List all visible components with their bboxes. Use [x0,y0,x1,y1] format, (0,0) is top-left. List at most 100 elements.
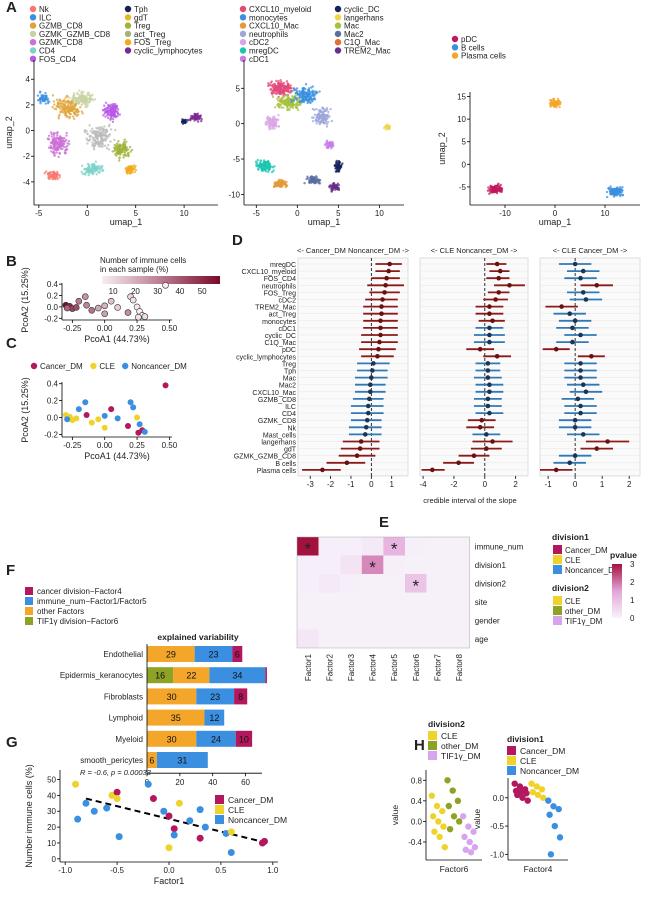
umap-point [620,190,624,194]
forest-estimate [580,382,586,388]
umap-point [75,92,79,95]
umap-point [386,127,389,130]
umap-point [268,166,271,169]
umap-point [123,143,126,146]
umap-point [55,146,58,149]
umap-myeloid-legend-entry: cDC2 [249,38,270,47]
factor4-strip-point [511,780,518,787]
immune-correlation-point [149,795,157,803]
forest-category-label: Mac2 [279,383,296,390]
umap-point [307,87,311,90]
forest-category-label: Treg [282,361,296,368]
umap-point [106,116,110,120]
umap-point [281,183,284,187]
variability-xtick-label: 60 [241,778,250,787]
umap-point [82,90,85,94]
forest-category-label: FOS_CD4 [264,276,296,283]
umap-point [287,103,290,107]
pcoa-immune-colorbar-tick: 30 [153,287,162,296]
pcoa-division-legend-swatch [30,362,38,370]
factor6-strip-point [445,802,452,810]
variability-bar-label: 16 [155,671,165,681]
umap-point [282,92,286,95]
heatmap-cell [297,592,319,611]
umap-point [74,110,77,113]
umap-point [322,118,326,122]
umap-point [271,127,274,130]
umap-lymphoid-legend-swatch [124,14,132,21]
umap-point [328,186,331,189]
factor6-strip-point [435,818,442,825]
variability-category-label: Epidermis_keranocytes [60,671,143,680]
umap-point [100,126,104,129]
umap-point [257,168,260,171]
umap-myeloid-xtick-label: -5 [253,209,261,218]
heatmap-cell [340,555,362,574]
umap-point [290,100,293,104]
umap-point [53,103,56,106]
umap-point [286,85,290,88]
variability-category-label: Fibroblasts [104,692,143,701]
umap-point [621,193,625,197]
pcoa-immune-xtick-label: -0.25 [63,324,82,333]
forest-panel-bg [539,257,641,477]
variability-bar-label: 31 [177,756,187,766]
variability-bar-segment [196,688,235,705]
forest-estimate [570,339,575,345]
factor6-strip-point [428,792,436,799]
umap-point [320,116,323,120]
pcoa-immune-colorbar-tick: 50 [198,287,207,296]
pcoa-division-legend-entry: Cancer_DM [40,362,83,371]
umap-point [109,128,113,131]
pcoa-division-ylabel: PcoA2 (15.25%) [20,377,30,443]
pcoa-division-point [108,406,115,413]
umap-point [95,131,99,134]
umap-point [107,125,111,128]
umap-point [83,130,87,134]
factor6-strip-point [449,787,456,794]
umap-point [325,123,329,126]
umap-myeloid-legend-entry: mregDC [249,47,279,56]
umap-point [296,108,300,112]
umap-point [86,142,89,145]
factor6-strip-point [441,843,449,851]
factor6-strip-point [436,833,443,841]
umap-point [305,93,308,96]
umap-point [128,145,132,149]
umap-point [68,101,71,104]
pcoa-immune-xlabel: PcoA1 (44.73%) [84,334,150,344]
umap-point [280,96,283,100]
heatmap-row-label: gender [475,616,500,625]
umap-other-legend-entry: Plasma cells [461,52,506,61]
forest-category-label: CXCL10_Mac [252,390,296,397]
umap-point [93,144,97,147]
immune-correlation-xtick-label: -0.5 [110,866,124,875]
pcoa-immune-point [107,297,115,305]
forest-estimate [379,311,384,317]
umap-point [336,164,339,168]
umap-point [285,80,289,83]
panel-letter-C: C [6,335,17,352]
umap-point [74,101,78,104]
umap-myeloid-ytick-label: 5 [236,84,241,93]
forest-category-label: CXCL10_myeloid [242,269,297,276]
variability-legend-swatch [25,587,33,595]
umap-point [84,94,87,98]
umap-point [68,142,71,146]
factor4-strip-point [514,791,521,799]
heatmap-cell [405,592,427,611]
umap-point [115,154,118,157]
immune-correlation-legend-entry: Noncancer_DM [228,815,287,825]
immune-correlation-legend-swatch [215,795,224,804]
variability-bar-segment [204,709,225,726]
umap-point [274,87,278,91]
immune-correlation-point [196,834,204,842]
immune-correlation-point [186,817,194,825]
umap-lymphoid-legend-swatch [29,14,37,21]
umap-lymphoid-ytick-label: 0 [26,127,31,136]
umap-point [133,170,137,174]
heatmap-division2-swatch [553,596,562,605]
forest-xlabel: credible interval of the slope [423,496,516,505]
umap-point [327,146,330,150]
factor4-strip-point [519,794,526,801]
